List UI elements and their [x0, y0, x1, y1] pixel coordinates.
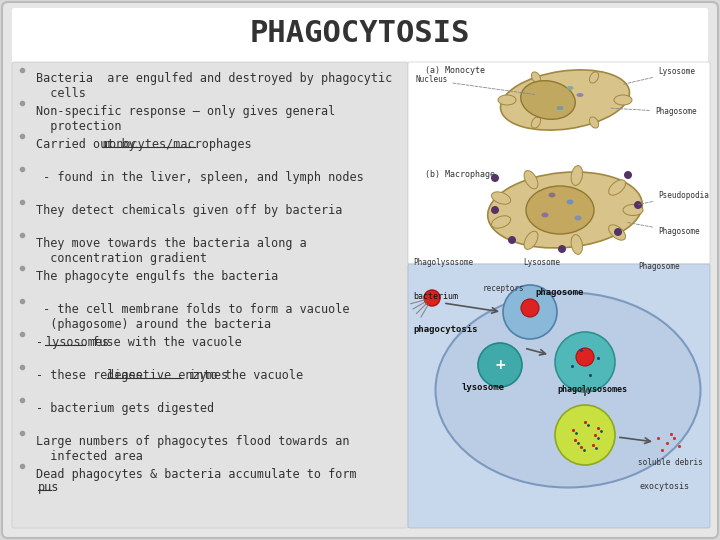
- Text: They detect chemicals given off by bacteria: They detect chemicals given off by bacte…: [36, 204, 343, 217]
- Text: (a) Monocyte: (a) Monocyte: [425, 66, 485, 75]
- Ellipse shape: [531, 72, 541, 83]
- Text: -: -: [36, 336, 50, 349]
- Circle shape: [478, 343, 522, 387]
- Circle shape: [521, 299, 539, 317]
- Text: Phagosome: Phagosome: [611, 107, 697, 117]
- Text: lysosomes: lysosomes: [45, 336, 109, 349]
- Ellipse shape: [498, 95, 516, 105]
- Circle shape: [614, 228, 622, 236]
- Text: soluble debris: soluble debris: [638, 458, 703, 467]
- Ellipse shape: [577, 93, 583, 97]
- Ellipse shape: [557, 106, 564, 110]
- Text: Phagosome: Phagosome: [628, 222, 700, 237]
- Text: into the vacuole: into the vacuole: [182, 369, 303, 382]
- Text: Large numbers of phagocytes flood towards an
  infected area: Large numbers of phagocytes flood toward…: [36, 435, 349, 463]
- Ellipse shape: [571, 166, 582, 185]
- Ellipse shape: [567, 199, 574, 205]
- Ellipse shape: [541, 213, 549, 218]
- Ellipse shape: [524, 171, 538, 189]
- Text: (b) Macrophage: (b) Macrophage: [425, 170, 495, 179]
- Text: Lysosome: Lysosome: [523, 258, 560, 267]
- Text: - found in the liver, spleen, and lymph nodes: - found in the liver, spleen, and lymph …: [36, 171, 364, 184]
- Circle shape: [624, 171, 632, 179]
- Text: lysosome: lysosome: [462, 383, 505, 392]
- Text: - bacterium gets digested: - bacterium gets digested: [36, 402, 214, 415]
- Text: PHAGOCYTOSIS: PHAGOCYTOSIS: [250, 19, 470, 49]
- Ellipse shape: [571, 234, 582, 254]
- Ellipse shape: [614, 95, 632, 105]
- Ellipse shape: [492, 216, 510, 228]
- Ellipse shape: [549, 192, 556, 198]
- Text: +: +: [494, 358, 506, 372]
- Text: Phagolysosome: Phagolysosome: [413, 258, 473, 267]
- Text: Phagosome: Phagosome: [638, 262, 680, 271]
- Ellipse shape: [524, 231, 538, 249]
- Text: Lysosome: Lysosome: [623, 68, 695, 84]
- Ellipse shape: [531, 117, 541, 128]
- Ellipse shape: [526, 186, 594, 234]
- Circle shape: [424, 290, 440, 306]
- Circle shape: [555, 332, 615, 392]
- Text: Pseudopodia: Pseudopodia: [639, 191, 709, 205]
- Ellipse shape: [608, 180, 626, 195]
- Text: receptors: receptors: [483, 284, 525, 293]
- Ellipse shape: [575, 215, 582, 220]
- FancyBboxPatch shape: [12, 8, 708, 64]
- Circle shape: [634, 201, 642, 209]
- Ellipse shape: [436, 293, 701, 488]
- Ellipse shape: [608, 225, 626, 240]
- Circle shape: [555, 405, 615, 465]
- FancyBboxPatch shape: [12, 62, 408, 528]
- Ellipse shape: [500, 70, 629, 130]
- Text: - these release: - these release: [36, 369, 150, 382]
- Text: phagocytosis: phagocytosis: [413, 325, 477, 334]
- Text: bacterium: bacterium: [413, 292, 458, 301]
- Ellipse shape: [487, 172, 642, 248]
- Text: Carried out by: Carried out by: [36, 138, 143, 151]
- Text: The phagocyte engulfs the bacteria: The phagocyte engulfs the bacteria: [36, 270, 278, 283]
- Ellipse shape: [623, 205, 643, 215]
- Circle shape: [491, 206, 499, 214]
- Text: Nucleus: Nucleus: [415, 76, 535, 94]
- Circle shape: [491, 174, 499, 182]
- Text: pus: pus: [38, 481, 59, 494]
- Text: Bacteria  are engulfed and destroyed by phagocytic
  cells: Bacteria are engulfed and destroyed by p…: [36, 72, 392, 100]
- Text: fuse with the vacuole: fuse with the vacuole: [85, 336, 241, 349]
- Circle shape: [576, 348, 594, 366]
- Circle shape: [503, 285, 557, 339]
- Text: - the cell membrane folds to form a vacuole
  (phagosome) around the bacteria: - the cell membrane folds to form a vacu…: [36, 303, 349, 331]
- Circle shape: [558, 245, 566, 253]
- Ellipse shape: [492, 192, 510, 204]
- Ellipse shape: [567, 86, 574, 90]
- Text: Non-specific response – only gives general
  protection: Non-specific response – only gives gener…: [36, 105, 336, 133]
- Text: exocytosis: exocytosis: [640, 482, 690, 491]
- Text: digestive enzymes: digestive enzymes: [107, 369, 228, 382]
- Ellipse shape: [590, 72, 598, 83]
- Text: phagosome: phagosome: [535, 288, 583, 297]
- Ellipse shape: [521, 80, 575, 119]
- Ellipse shape: [590, 117, 598, 128]
- Text: phagolysosomes: phagolysosomes: [557, 385, 627, 394]
- FancyBboxPatch shape: [408, 264, 710, 528]
- Circle shape: [508, 236, 516, 244]
- Text: monocytes/macrophages: monocytes/macrophages: [102, 138, 252, 151]
- FancyBboxPatch shape: [408, 62, 710, 264]
- Text: They move towards the bacteria along a
  concentration gradient: They move towards the bacteria along a c…: [36, 237, 307, 265]
- Text: Dead phagocytes & bacteria accumulate to form: Dead phagocytes & bacteria accumulate to…: [36, 468, 356, 481]
